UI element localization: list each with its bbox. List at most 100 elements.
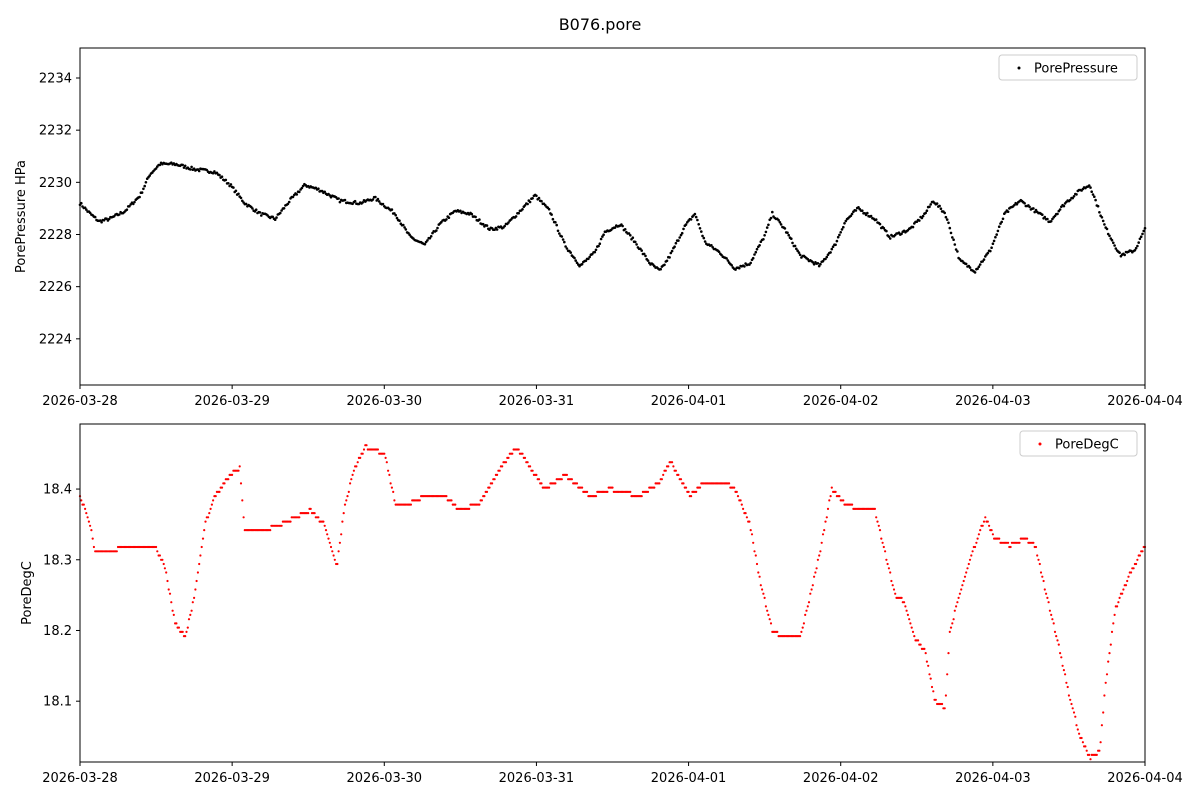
data-point	[143, 184, 146, 188]
data-point	[697, 223, 700, 226]
data-point	[838, 233, 841, 237]
data-point	[900, 232, 903, 236]
data-point	[309, 507, 312, 510]
data-point	[351, 473, 354, 476]
data-point	[207, 516, 210, 519]
data-point	[925, 209, 929, 212]
data-point	[338, 541, 341, 544]
data-point	[187, 618, 191, 621]
data-point	[504, 461, 508, 464]
data-point	[850, 212, 854, 216]
data-point	[115, 550, 118, 553]
data-point	[971, 550, 974, 553]
data-point	[763, 234, 766, 237]
data-point	[1134, 246, 1138, 250]
data-point	[218, 490, 221, 493]
data-point	[698, 486, 702, 489]
data-point	[181, 630, 184, 634]
data-point	[241, 499, 244, 502]
data-point	[481, 222, 485, 226]
data-point	[1110, 238, 1114, 242]
data-point	[889, 571, 892, 574]
data-point	[393, 212, 396, 215]
data-point	[759, 584, 762, 587]
data-point	[1118, 596, 1121, 600]
x-tick-label: 2026-03-28	[42, 771, 118, 786]
data-point	[791, 241, 794, 245]
data-point	[599, 237, 603, 241]
data-point	[317, 516, 320, 519]
data-point	[1114, 247, 1118, 250]
data-point	[885, 229, 888, 233]
data-point	[905, 609, 908, 612]
data-point	[1098, 211, 1101, 214]
data-point	[521, 208, 524, 211]
data-point	[1036, 554, 1039, 557]
data-point	[540, 482, 543, 485]
data-point	[286, 202, 290, 206]
data-point	[374, 195, 377, 199]
data-point	[684, 486, 688, 489]
data-point	[613, 226, 617, 229]
data-point	[1137, 241, 1140, 244]
x-tick-label: 2026-04-01	[651, 771, 727, 786]
data-point	[840, 228, 844, 231]
data-point	[498, 469, 501, 472]
data-point	[355, 465, 358, 468]
data-point	[361, 201, 365, 204]
data-point	[1053, 630, 1057, 634]
data-point	[389, 482, 392, 485]
data-point	[162, 562, 165, 566]
data-point	[1038, 562, 1041, 566]
data-point	[820, 541, 823, 544]
data-point	[805, 609, 808, 612]
data-point	[924, 211, 927, 215]
data-point	[563, 240, 566, 244]
data-point	[921, 214, 925, 218]
data-point	[750, 533, 754, 536]
data-point	[82, 503, 85, 506]
data-point	[361, 452, 364, 455]
data-point	[395, 216, 399, 220]
data-point	[635, 243, 638, 246]
data-point	[495, 228, 499, 231]
data-point	[594, 495, 598, 498]
x-tick-label: 2026-03-30	[347, 394, 423, 409]
data-point	[952, 618, 955, 621]
data-point	[537, 196, 541, 200]
y-axis-label: PorePressure HPa	[14, 160, 29, 273]
data-point	[521, 452, 524, 455]
data-point	[155, 545, 158, 549]
data-point	[569, 251, 572, 254]
data-point	[878, 529, 882, 532]
data-point	[1106, 232, 1110, 236]
data-point	[673, 245, 676, 248]
data-point	[949, 626, 953, 629]
data-point	[690, 495, 693, 498]
data-point	[327, 537, 330, 540]
data-point	[994, 235, 997, 239]
data-point	[1095, 753, 1098, 757]
data-point	[154, 167, 158, 170]
data-point	[353, 199, 357, 203]
x-tick-label: 2026-04-02	[803, 771, 879, 786]
data-point	[740, 503, 743, 506]
data-point	[703, 240, 707, 243]
data-point	[227, 478, 230, 481]
data-point	[1109, 643, 1112, 646]
data-point	[754, 554, 757, 557]
data-point	[991, 242, 995, 245]
data-point	[587, 257, 590, 261]
data-point	[918, 219, 921, 222]
data-point	[390, 208, 394, 211]
data-point	[839, 231, 842, 234]
data-point	[1064, 673, 1067, 676]
data-point	[953, 243, 957, 246]
data-point	[762, 238, 765, 241]
data-point	[992, 239, 996, 243]
data-point	[87, 520, 90, 523]
data-point	[875, 516, 878, 519]
data-point	[684, 223, 688, 226]
data-point	[384, 456, 387, 459]
data-point	[945, 218, 949, 221]
